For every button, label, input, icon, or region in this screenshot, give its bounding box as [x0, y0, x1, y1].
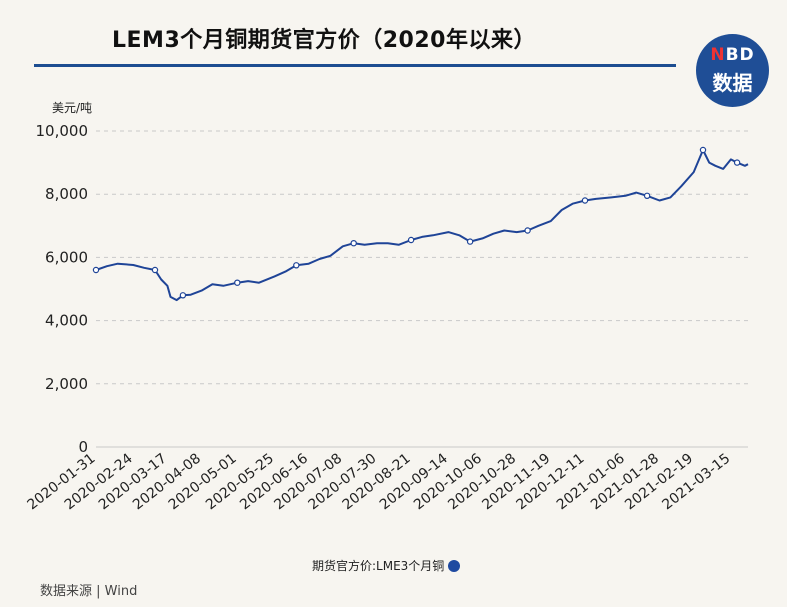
y-tick-label: 2,000 — [45, 375, 88, 393]
series-line — [95, 149, 749, 302]
data-point — [466, 238, 474, 245]
y-tick-label: 6,000 — [45, 248, 88, 266]
data-point — [179, 292, 187, 299]
y-tick-label: 8,000 — [45, 185, 88, 203]
data-point — [524, 227, 531, 234]
legend[interactable]: 期货官方价:LME3个月铜 — [312, 557, 461, 574]
series-group — [92, 146, 749, 302]
data-point — [293, 262, 300, 269]
data-point — [234, 279, 241, 286]
nbd-logo: NBD 数据 — [696, 34, 769, 107]
y-tick-label: 0 — [78, 438, 88, 456]
page-title: LEM3个月铜期货官方价（2020年以来） — [112, 28, 536, 53]
data-point — [92, 266, 100, 274]
logo-sub: 数据 — [712, 71, 753, 95]
data-point — [407, 236, 415, 244]
data-point — [733, 159, 741, 166]
legend-dot-icon — [448, 560, 461, 572]
data-point — [699, 146, 707, 154]
data-point — [350, 239, 357, 247]
data-point — [151, 266, 159, 274]
data-source: 数据来源 | Wind — [40, 584, 138, 599]
x-tick-labels: 2020-01-312020-02-242020-03-172020-04-08… — [24, 450, 733, 513]
data-point — [643, 192, 651, 199]
y-tick-labels: 0 2,000 4,000 6,000 8,000 10,000 — [36, 122, 89, 456]
legend-label: 期货官方价:LME3个月铜 — [312, 559, 445, 573]
grid-lines — [96, 130, 748, 448]
y-tick-label: 10,000 — [36, 122, 89, 140]
y-tick-label: 4,000 — [45, 312, 88, 330]
y-axis-unit: 美元/吨 — [52, 101, 93, 115]
data-point — [581, 197, 589, 204]
logo-brand: NBD — [710, 45, 755, 65]
title-underline — [34, 64, 676, 67]
